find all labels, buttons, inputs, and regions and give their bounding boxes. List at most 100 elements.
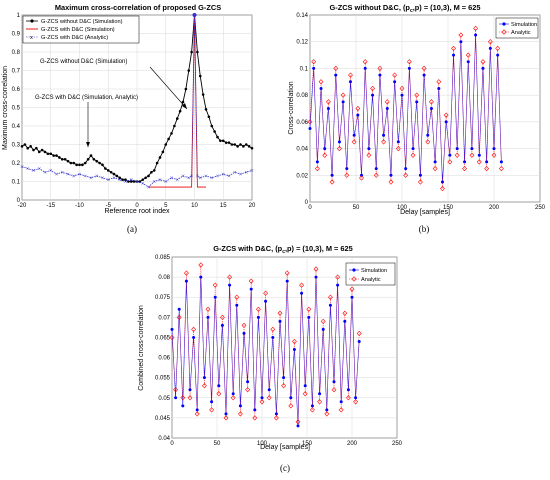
chart-a-series-0-point-54 xyxy=(175,117,179,120)
chart-a-series-2-point-11 xyxy=(83,174,87,178)
chart-b-analytic-point-1 xyxy=(311,59,317,65)
chart-a-series-2-point-30 xyxy=(190,174,194,178)
chart-a-legend-1: G-ZCS with D&C (Simulation) xyxy=(41,27,115,33)
chart-c-analytic-point-38 xyxy=(306,306,312,312)
chart-a: Maximum cross-correlation of proposed G-… xyxy=(2,3,256,234)
chart-a-series xyxy=(20,13,254,189)
chart-c-simulation-point-48 xyxy=(343,319,347,323)
chart-c-ylabel: Combined cross-correlation xyxy=(138,305,145,391)
chart-b-legend: Simulation Analytic xyxy=(495,17,539,39)
chart-a-xtick-4: 0 xyxy=(135,203,139,209)
chart-c-simulation-point-11 xyxy=(210,400,214,404)
chart-b-analytic-point-11 xyxy=(348,72,353,78)
chart-c-simulation-point-40 xyxy=(314,275,318,279)
chart-c-ytick-7: 0.075 xyxy=(155,295,171,301)
chart-c-simulation-point-39 xyxy=(310,404,314,408)
chart-b-analytic-point-38 xyxy=(447,159,453,165)
chart-b-analytic-point-42 xyxy=(462,165,467,172)
chart-a-legend-marker-2: x xyxy=(30,35,33,41)
chart-a-series-0-point-10 xyxy=(49,152,53,156)
chart-b-simulation-point-6 xyxy=(330,173,334,177)
chart-b-simulation-point-41 xyxy=(459,40,463,44)
chart-a-series-2-point-1 xyxy=(26,167,30,171)
chart-a-xtick-7: 15 xyxy=(220,203,227,209)
chart-a-series-0-point-47 xyxy=(155,161,159,165)
chart-a-series-2-point-21 xyxy=(141,181,145,185)
chart-c-simulation-point-41 xyxy=(318,392,322,396)
chart-b-analytic-point-37 xyxy=(443,112,449,118)
chart-c-analytic-point-31 xyxy=(281,383,287,389)
chart-c-ytick-3: 0.055 xyxy=(155,376,171,382)
chart-b-analytic-point-6 xyxy=(329,179,335,185)
chart-c-ytick-8: 0.08 xyxy=(158,275,170,281)
chart-b-simulation-point-1 xyxy=(312,66,316,70)
chart-b-simulation-point-49 xyxy=(488,46,492,50)
chart-b-title: G-ZCS without D&C, (pc,p) = (10,3), M = … xyxy=(329,3,480,14)
chart-b-simulation-point-8 xyxy=(337,140,341,144)
chart-c-analytic-point-16 xyxy=(227,274,233,280)
chart-b-simulation-point-30 xyxy=(418,173,422,177)
chart-a-series-0-point-2 xyxy=(26,146,30,150)
chart-a-series-0-point-77 xyxy=(242,145,245,148)
chart-a-series-0-point-52 xyxy=(170,132,173,135)
chart-b-ytick-5: 0.1 xyxy=(300,66,309,72)
chart-c-analytic-point-19 xyxy=(237,411,243,417)
chart-b-simulation-point-16 xyxy=(367,147,371,151)
chart-c-simulation-point-1 xyxy=(174,396,178,400)
chart-b-analytic-point-40 xyxy=(454,152,460,158)
chart-b-simulation-point-48 xyxy=(485,160,489,164)
chart-b-analytic-point-44 xyxy=(469,152,475,158)
chart-c-simulation-point-9 xyxy=(202,376,206,380)
chart-b-xlabel: Delay [samples] xyxy=(400,209,450,216)
chart-b-analytic-point-23 xyxy=(392,72,398,78)
chart-c-simulation-point-10 xyxy=(206,315,210,319)
chart-a-series-0-point-71 xyxy=(224,141,228,144)
chart-b-analytic-point-15 xyxy=(362,59,368,65)
chart-b-simulation-point-3 xyxy=(319,86,323,90)
chart-a-series-2-point-22 xyxy=(147,185,150,189)
chart-a-series-2-point-17 xyxy=(118,178,122,182)
chart-a-series-2-point-23 xyxy=(152,180,156,183)
chart-a-ytick-8: 0.8 xyxy=(12,50,21,56)
chart-c-xtick-1: 50 xyxy=(214,441,221,447)
chart-a-series-0-point-1 xyxy=(23,143,27,146)
chart-c-simulation-point-24 xyxy=(256,315,260,319)
chart-a-series-0-point-13 xyxy=(58,156,61,159)
chart-a-series-0-point-75 xyxy=(236,145,239,148)
chart-c-simulation-point-25 xyxy=(260,396,264,400)
chart-c-analytic-point-21 xyxy=(245,387,251,393)
chart-c-simulation-point-6 xyxy=(192,335,196,339)
chart-a-series-2-point-42 xyxy=(250,168,254,172)
chart-c-analytic-point-22 xyxy=(248,278,254,284)
chart-b-analytic-point-43 xyxy=(465,52,471,58)
chart-c-analytic-point-48 xyxy=(342,310,348,316)
chart-c-simulation-point-2 xyxy=(177,307,181,311)
chart-a-series-0-point-5 xyxy=(35,146,38,150)
caption-c: (c) xyxy=(280,463,290,473)
chart-a-series-0-point-0 xyxy=(20,145,24,148)
chart-b-analytic-point-19 xyxy=(377,65,383,72)
chart-b-xtick-3: 150 xyxy=(443,205,454,211)
chart-a-series-0-point-6 xyxy=(37,150,41,154)
chart-b-simulation-point-2 xyxy=(315,160,319,164)
chart-b-simulation-point-31 xyxy=(422,73,426,77)
chart-a-series-0-point-70 xyxy=(221,139,225,143)
chart-b-analytic-point-13 xyxy=(355,105,361,112)
chart-a-series-0-point-61 xyxy=(196,50,199,54)
chart-c-xtick-2: 100 xyxy=(257,441,268,447)
chart-c-simulation-point-33 xyxy=(289,396,293,400)
chart-c-ytick-4: 0.06 xyxy=(158,356,170,362)
chart-b-simulation-point-40 xyxy=(455,147,459,151)
chart-b-legend-marker-1 xyxy=(501,29,507,35)
chart-b-simulation-point-46 xyxy=(477,153,481,157)
chart-b-analytic-point-50 xyxy=(491,152,497,158)
chart-b-analytic-point-10 xyxy=(344,172,350,178)
chart-c-simulation-point-22 xyxy=(249,287,253,291)
chart-c: G-ZCS with D&C, (pc,p) = (10,3), M = 625… xyxy=(138,244,403,473)
chart-a-series-0-point-34 xyxy=(118,176,122,180)
chart-b-analytic-point-16 xyxy=(366,152,372,158)
chart-a-series-2-point-4 xyxy=(43,170,47,174)
chart-c-analytic-point-14 xyxy=(219,314,225,320)
chart-a-ytick-5: 0.5 xyxy=(12,106,21,112)
chart-a-peak-marker xyxy=(192,13,197,17)
